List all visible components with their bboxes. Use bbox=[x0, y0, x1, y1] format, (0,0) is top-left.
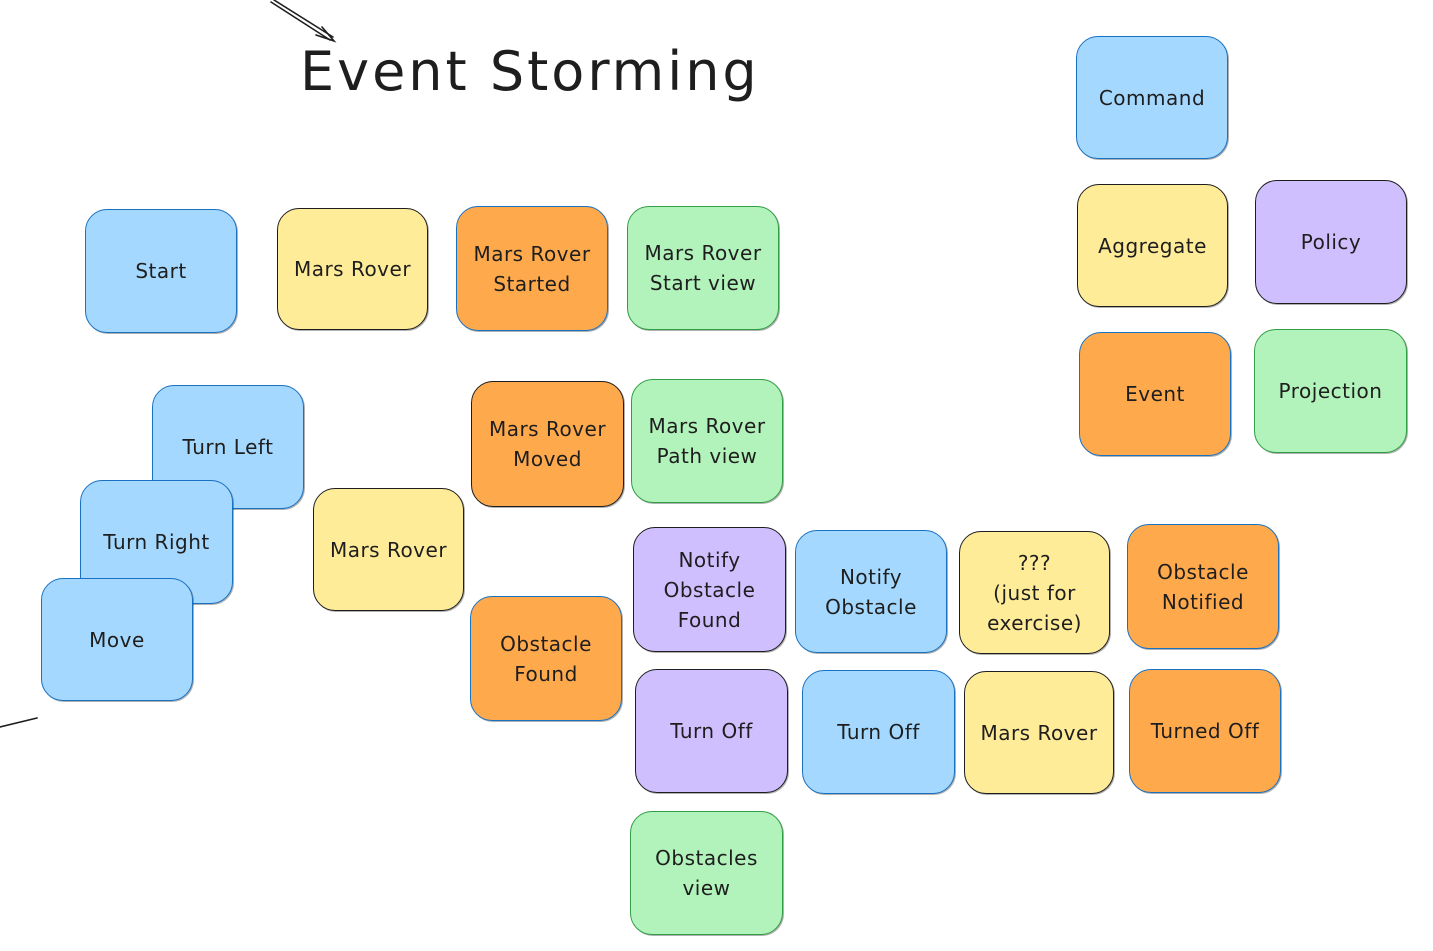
line-connector bbox=[0, 717, 38, 728]
obstacle-found-event-sticky[interactable]: Obstacle Found bbox=[470, 596, 622, 721]
turn-left-command-sticky[interactable]: Turn Left bbox=[152, 385, 304, 509]
turned-off-event-sticky[interactable]: Turned Off bbox=[1129, 669, 1281, 793]
notify-obstacle-found-policy-sticky[interactable]: Notify Obstacle Found bbox=[633, 527, 786, 652]
legend-projection-sticky[interactable]: Projection bbox=[1254, 329, 1407, 453]
moved-event-sticky[interactable]: Mars Rover Moved bbox=[471, 381, 624, 507]
notify-obstacle-command-sticky[interactable]: Notify Obstacle bbox=[795, 530, 947, 653]
turn-off-command-sticky[interactable]: Turn Off bbox=[802, 670, 955, 794]
legend-command-sticky[interactable]: Command bbox=[1076, 36, 1228, 159]
obstacle-notified-event-sticky[interactable]: Obstacle Notified bbox=[1127, 524, 1279, 649]
legend-event-sticky[interactable]: Event bbox=[1079, 332, 1231, 456]
turn-off-policy-sticky[interactable]: Turn Off bbox=[635, 669, 788, 793]
diagram-title: Event Storming bbox=[300, 40, 760, 103]
move-command-sticky[interactable]: Move bbox=[41, 578, 193, 701]
move-aggregate-sticky[interactable]: Mars Rover bbox=[313, 488, 464, 611]
path-projection-sticky[interactable]: Mars Rover Path view bbox=[631, 379, 783, 503]
obstacles-projection-sticky[interactable]: Obstacles view bbox=[630, 811, 783, 935]
start-command-sticky[interactable]: Start bbox=[85, 209, 237, 333]
turn-off-aggregate-sticky[interactable]: Mars Rover bbox=[964, 671, 1114, 794]
legend-aggregate-sticky[interactable]: Aggregate bbox=[1077, 184, 1228, 307]
arrow-connector bbox=[270, 0, 337, 43]
start-projection-sticky[interactable]: Mars Rover Start view bbox=[627, 206, 779, 330]
exercise-aggregate-sticky[interactable]: ??? (just for exercise) bbox=[959, 531, 1110, 654]
start-event-sticky[interactable]: Mars Rover Started bbox=[456, 206, 608, 331]
start-aggregate-sticky[interactable]: Mars Rover bbox=[277, 208, 428, 330]
legend-policy-sticky[interactable]: Policy bbox=[1255, 180, 1407, 304]
